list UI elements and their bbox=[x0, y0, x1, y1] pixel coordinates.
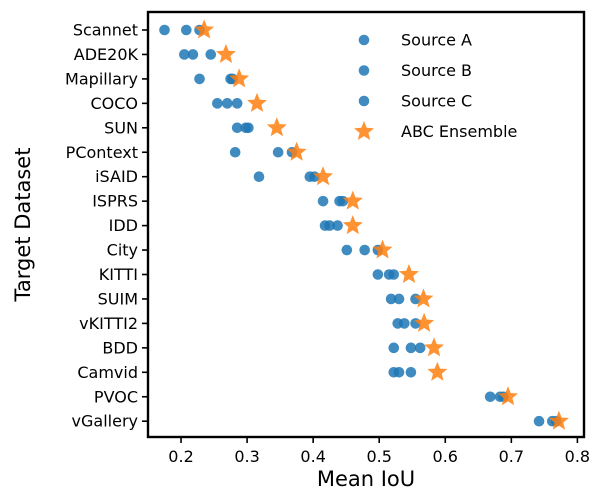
y-tick-label: Mapillary bbox=[65, 69, 138, 88]
point-abc-ensemble-city bbox=[372, 239, 393, 259]
point-source-c-coco bbox=[231, 98, 243, 109]
y-tick-label: ADE20K bbox=[74, 45, 139, 64]
y-tick-label: SUN bbox=[104, 118, 138, 137]
y-tick-label: BDD bbox=[102, 338, 138, 357]
point-abc-ensemble-pcontext bbox=[286, 141, 307, 161]
legend-swatch-source-a bbox=[358, 34, 370, 46]
y-tick-label: Scannet bbox=[73, 21, 138, 40]
y-tick-label: KITTI bbox=[99, 265, 138, 284]
point-abc-ensemble-isprs bbox=[342, 190, 363, 210]
point-source-a-vgallery bbox=[533, 415, 545, 427]
y-axis-title: Target Dataset bbox=[11, 148, 35, 303]
y-tick-label: iSAID bbox=[95, 167, 138, 186]
y-tick-label: vGallery bbox=[72, 412, 138, 431]
point-abc-ensemble-vgallery bbox=[548, 410, 569, 430]
point-source-a-suim bbox=[385, 293, 397, 305]
point-abc-ensemble-mapillary bbox=[229, 68, 250, 88]
point-abc-ensemble-suim bbox=[413, 288, 434, 308]
point-source-b-scannet bbox=[181, 24, 192, 36]
point-abc-ensemble-camvid bbox=[427, 361, 448, 381]
point-abc-ensemble-coco bbox=[247, 92, 267, 112]
x-tick-label: 0.3 bbox=[234, 447, 259, 466]
point-source-b-coco bbox=[221, 98, 233, 109]
point-abc-ensemble-bdd bbox=[424, 337, 445, 357]
legend-label-abc-ensemble: ABC Ensemble bbox=[401, 122, 517, 141]
point-source-a-isaid bbox=[253, 171, 265, 182]
y-axis: Scannet ADE20K Mapillary COCO SUN PContext iSA… bbox=[65, 21, 148, 431]
point-abc-ensemble-isaid bbox=[313, 166, 334, 186]
legend-swatch-source-c bbox=[358, 95, 370, 107]
point-source-b-ade20k bbox=[187, 49, 199, 60]
y-tick-label: vKITTI2 bbox=[79, 314, 138, 333]
x-axis-title: Mean IoU bbox=[317, 467, 415, 491]
y-tick-label: City bbox=[107, 241, 138, 260]
y-tick-label: SUIM bbox=[98, 289, 138, 308]
point-source-a-bdd bbox=[388, 342, 400, 354]
y-tick-label: ISPRS bbox=[92, 192, 138, 211]
point-source-a-kitti bbox=[372, 269, 384, 280]
point-source-a-ade20k bbox=[179, 49, 190, 60]
point-abc-ensemble-kitti bbox=[398, 264, 419, 283]
x-tick-label: 0.8 bbox=[565, 447, 590, 466]
legend-label-source-c: Source C bbox=[401, 92, 472, 111]
point-source-b-bdd bbox=[405, 342, 417, 354]
point-abc-ensemble-idd bbox=[342, 215, 363, 235]
point-source-c-bdd bbox=[414, 342, 426, 354]
point-abc-ensemble-pvoc bbox=[498, 386, 519, 406]
point-source-c-sun bbox=[243, 122, 254, 134]
point-source-a-pvoc bbox=[484, 391, 496, 403]
point-source-a-isprs bbox=[317, 195, 329, 207]
point-source-a-coco bbox=[212, 98, 223, 109]
legend: Source A Source B Source C ABC Ensemble bbox=[354, 31, 517, 141]
point-abc-ensemble-vkitti2 bbox=[414, 312, 435, 332]
y-tick-label: IDD bbox=[109, 216, 138, 235]
point-source-c-kitti bbox=[388, 269, 400, 280]
point-abc-ensemble-sun bbox=[266, 117, 287, 137]
point-source-c-idd bbox=[332, 220, 343, 231]
y-tick-label: PContext bbox=[66, 143, 138, 162]
point-abc-ensemble-scannet bbox=[194, 19, 215, 39]
x-tick-label: 0.5 bbox=[366, 447, 391, 466]
point-source-b-pcontext bbox=[272, 146, 284, 158]
x-tick-label: 0.7 bbox=[499, 447, 524, 466]
point-source-b-suim bbox=[393, 293, 405, 305]
data-marks bbox=[159, 19, 569, 430]
point-abc-ensemble-ade20k bbox=[215, 43, 236, 63]
point-source-c-isprs bbox=[337, 195, 349, 207]
point-source-a-mapillary bbox=[194, 73, 205, 85]
legend-label-source-b: Source B bbox=[401, 61, 472, 80]
x-tick-label: 0.4 bbox=[300, 447, 325, 466]
point-source-a-scannet bbox=[159, 24, 170, 36]
x-tick-label: 0.2 bbox=[168, 447, 193, 466]
legend-swatch-source-b bbox=[358, 65, 370, 76]
x-axis: 0.2 0.3 0.4 0.5 0.6 0.7 0.8 bbox=[168, 437, 590, 466]
point-source-b-city bbox=[359, 244, 370, 256]
point-source-c-camvid bbox=[405, 367, 417, 378]
point-source-b-idd bbox=[324, 220, 335, 231]
y-tick-label: COCO bbox=[90, 94, 138, 113]
point-source-a-sun bbox=[231, 122, 243, 134]
point-source-b-camvid bbox=[393, 367, 405, 378]
point-source-b-vkitti2 bbox=[399, 318, 410, 329]
plot-frame bbox=[146, 10, 586, 439]
x-tick-label: 0.6 bbox=[433, 447, 458, 466]
point-source-a-city bbox=[341, 244, 353, 256]
point-source-a-pcontext bbox=[229, 146, 241, 158]
y-tick-label: Camvid bbox=[77, 363, 138, 382]
y-tick-label: PVOC bbox=[94, 387, 138, 406]
legend-label-source-a: Source A bbox=[401, 31, 472, 50]
legend-swatch-abc-ensemble bbox=[354, 121, 374, 140]
point-source-c-ade20k bbox=[205, 49, 217, 60]
